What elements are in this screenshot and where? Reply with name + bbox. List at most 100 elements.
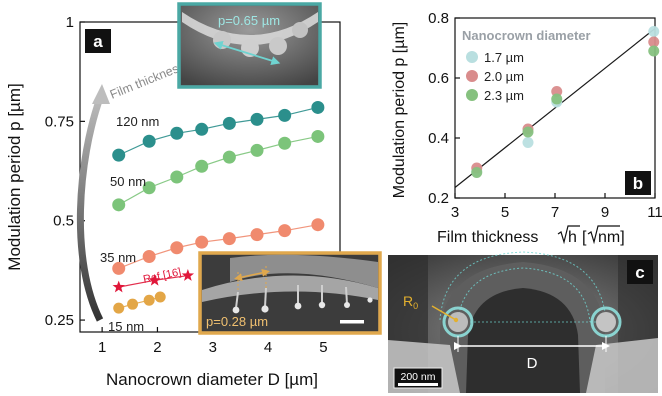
panel-b-y-tick-label: 0.4 [428, 130, 449, 147]
panel-a-series [112, 100, 325, 314]
panel-a-y-label: Modulation period p [µm] [5, 83, 24, 270]
legend-marker-1-7 [466, 51, 478, 63]
panel-a-point [250, 228, 264, 242]
panel-b-y-tick-label: 0.8 [428, 10, 449, 27]
panel-a-point [250, 112, 264, 126]
panel-a-x-tick-label: 5 [319, 339, 327, 356]
panel-b-y-tick-label: 0.2 [428, 190, 449, 207]
panel-a-point [170, 241, 184, 255]
panel-b-label: b [633, 174, 643, 193]
panel-b-point [522, 126, 534, 138]
label-120nm: 120 nm [116, 114, 159, 129]
panel-a-point [311, 129, 325, 143]
legend-label-2-3: 2.3 µm [484, 88, 524, 103]
inset-bottom-sem: p=0.28 µm [198, 251, 382, 335]
panel-c-scalebar [398, 383, 438, 386]
panel-a-ref-star [181, 269, 195, 281]
panel-a-y-ticks: 0.25 0.5 0.75 1 [45, 14, 85, 329]
inset-top-label: p=0.65 µm [218, 13, 280, 28]
panel-a-label-box [85, 29, 111, 53]
panel-b-series [471, 26, 660, 178]
panel-a-point [278, 136, 292, 150]
panel-c-label: c [635, 263, 644, 282]
panel-c-diameter-label: D [527, 355, 538, 372]
panel-a-point [142, 134, 156, 148]
label-15nm: 15 nm [108, 319, 144, 334]
panel-a-x-tick-label: 3 [209, 339, 217, 356]
label-50nm: 50 nm [110, 174, 146, 189]
panel-c-radius-label: R0 [403, 293, 418, 311]
inset-top-sem: p=0.65 µm [177, 2, 322, 89]
panel-a-point [112, 198, 126, 212]
panel-b-y-ticks: 0.2 0.4 0.6 0.8 [428, 10, 460, 207]
panel-b-point [471, 167, 483, 178]
panel-a-y-tick-label: 0.25 [45, 312, 74, 329]
panel-a-point [311, 100, 325, 114]
panel-b-x-tick-label: 7 [551, 204, 559, 221]
panel-a-label: a [93, 32, 103, 51]
panel-a-point [222, 232, 236, 246]
inset-bottom-scalebar [340, 320, 364, 324]
panel-b-legend-title: Nanocrown diameter [462, 28, 591, 43]
panel-b-label-box [625, 171, 651, 195]
panel-a-point [113, 302, 125, 314]
panel-a-point [195, 159, 209, 173]
panel-b-point [648, 45, 660, 57]
legend-label-2-0: 2.0 µm [484, 69, 524, 84]
panel-c-scalebar-label: 200 nm [400, 371, 435, 383]
legend-marker-2-0 [466, 70, 478, 82]
panel-b-y-label: Modulation period p [µm] [391, 22, 408, 198]
label-35nm: 35 nm [100, 250, 136, 265]
panel-a-point [278, 108, 292, 122]
panel-b-point [522, 137, 534, 148]
panel-a-point [222, 116, 236, 130]
panel-a-point [170, 126, 184, 140]
panel-a-y-tick-label: 1 [66, 14, 74, 31]
panel-a-x-tick-label: 1 [98, 339, 106, 356]
panel-b-x-label-unit: nm] [598, 229, 625, 246]
panel-a-y-tick-label: 0.75 [45, 113, 74, 130]
panel-a-point [250, 143, 264, 157]
film-thickness-arrowhead [92, 84, 110, 104]
panel-b-x-tick-label: 9 [601, 204, 609, 221]
panel-a-x-tick-label: 4 [264, 339, 272, 356]
legend-marker-2-3 [466, 89, 478, 101]
inset-bottom-label: p=0.28 µm [206, 314, 268, 329]
panel-b-fit-line [454, 28, 656, 188]
panel-b: 0.2 0.4 0.6 0.8 3 5 7 9 11 Nanocrown diameter 1… [391, 10, 662, 246]
panel-c-label-box [627, 260, 653, 284]
panel-a-point [278, 224, 292, 238]
panel-a-y-tick-label: 0.5 [53, 213, 74, 230]
panel-b-point [551, 93, 563, 105]
panel-a-x-tick-label: 2 [153, 339, 161, 356]
panel-a-point [142, 249, 156, 263]
panel-b-x-tick-label: 3 [451, 204, 459, 221]
panel-a-point [112, 148, 126, 162]
panel-b-x-ticks: 3 5 7 9 11 [451, 193, 662, 221]
panel-a-point [143, 294, 155, 306]
legend-label-1-7: 1.7 µm [484, 50, 524, 65]
panel-a-point [195, 235, 209, 249]
panel-a-x-label: Nanocrown diameter D [µm] [106, 370, 318, 389]
panel-a-point [195, 122, 209, 136]
panel-a-point [142, 181, 156, 195]
panel-a-point [311, 218, 325, 232]
panel-b-point [648, 26, 660, 37]
panel-b-x-label: Film thickness h [ nm] [437, 225, 625, 246]
panel-b-x-label-var: h [568, 229, 577, 246]
panel-b-y-tick-label: 0.6 [428, 70, 449, 87]
panel-b-x-tick-label: 5 [501, 204, 509, 221]
film-thickness-arrow [76, 96, 104, 322]
panel-a-point [170, 170, 184, 184]
panel-c: R0 D 200 nm c [388, 251, 658, 393]
panel-a: 0.25 0.5 0.75 1 1 2 3 4 5 Nanocrown diameter D … [5, 2, 382, 389]
panel-a-point [154, 291, 166, 303]
panel-b-x-label-bracket-open: [ [582, 229, 587, 246]
panel-b-x-label-main: Film thickness [437, 229, 538, 246]
panel-a-ref-star [148, 273, 161, 286]
panel-b-x-tick-label: 11 [647, 204, 662, 221]
panel-a-point [222, 150, 236, 164]
panel-a-series-line [118, 296, 161, 309]
panel-a-ref-star [112, 280, 125, 293]
